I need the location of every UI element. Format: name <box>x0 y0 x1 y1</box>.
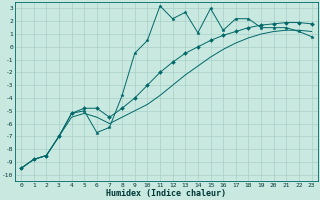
X-axis label: Humidex (Indice chaleur): Humidex (Indice chaleur) <box>106 189 226 198</box>
